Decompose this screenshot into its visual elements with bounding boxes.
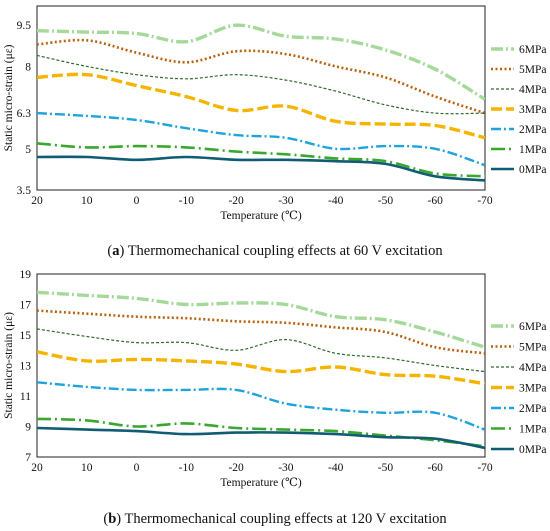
x-tick-label: -70 [477, 195, 493, 207]
caption-a: (a) Thermomechanical coupling effects at… [107, 243, 443, 259]
y-axis-label: Static micro-strain (με) [3, 312, 15, 419]
x-tick-label: -40 [328, 195, 344, 207]
x-tick-label: 20 [31, 195, 43, 207]
series-line-1MPa [37, 142, 485, 178]
caption-b: (b) Thermomechanical coupling effects at… [103, 511, 447, 527]
series-line-1MPa [37, 417, 485, 448]
series-lines [37, 23, 485, 182]
legend-label-1MPa: 1MPa [519, 144, 546, 156]
legend-label-4MPa: 4MPa [519, 84, 546, 96]
legend: 6MPa 5MPa 4MPa 3MPa 2MPa 1MPa 0MPa [491, 44, 546, 176]
x-tick-label: -10 [179, 462, 195, 474]
legend-label-1MPa: 1MPa [519, 424, 546, 436]
x-axis-label: Temperature (℃) [220, 477, 302, 489]
y-tick-label: 3.5 [17, 185, 32, 197]
legend-label-6MPa: 6MPa [519, 44, 546, 56]
legend-label-6MPa: 6MPa [519, 321, 546, 333]
legend-label-4MPa: 4MPa [519, 362, 546, 374]
y-tick-label: 17 [20, 300, 32, 312]
y-tick-label: 9.5 [17, 20, 32, 32]
legend-label-5MPa: 5MPa [519, 64, 546, 76]
series-line-3MPa [37, 350, 485, 386]
y-tick-label: 5 [25, 144, 31, 156]
legend-label-0MPa: 0MPa [519, 444, 546, 456]
x-tick-label: -60 [428, 195, 444, 207]
series-line-6MPa [37, 23, 485, 101]
series-line-2MPa [37, 381, 485, 431]
series-line-6MPa [37, 290, 485, 349]
legend-label-2MPa: 2MPa [519, 403, 546, 415]
series-line-3MPa [37, 72, 485, 140]
legend-label-5MPa: 5MPa [519, 342, 546, 354]
series-line-4MPa [37, 54, 485, 115]
x-tick-label: 10 [81, 195, 93, 207]
chart-panel-a: 3.5 5 6.3 8 9.5 20 10 0 -10 -20 -30 -40 -50 -60 -70 Tem… [3, 5, 546, 222]
series-line-4MPa [37, 328, 485, 373]
series-line-5MPa [37, 309, 485, 355]
legend-label-3MPa: 3MPa [519, 383, 546, 395]
y-tick-label: 8 [25, 61, 31, 73]
x-tick-label: -20 [228, 195, 244, 207]
x-tick-label: -60 [428, 462, 444, 474]
x-tick-label: -30 [278, 462, 294, 474]
legend-label-3MPa: 3MPa [519, 104, 546, 116]
x-tick-label: 0 [134, 462, 140, 474]
legend-label-0MPa: 0MPa [519, 164, 546, 176]
y-tick-label: 6.3 [17, 108, 32, 120]
x-tick-label: 0 [134, 195, 140, 207]
legend: 6MPa 5MPa 4MPa 3MPa 2MPa 1MPa 0MPa [491, 321, 546, 456]
x-tick-label: -20 [228, 462, 244, 474]
series-lines [37, 290, 485, 450]
plot-frame [36, 273, 486, 458]
y-tick-label: 11 [20, 391, 31, 403]
legend-label-2MPa: 2MPa [519, 124, 546, 136]
x-tick-label: -70 [477, 462, 493, 474]
x-tick-label: 10 [81, 462, 93, 474]
x-tick-label: 20 [31, 462, 43, 474]
x-axis-label: Temperature (℃) [220, 210, 302, 222]
series-line-0MPa [37, 426, 485, 450]
x-tick-label: -50 [378, 462, 394, 474]
x-tick-label: -30 [278, 195, 294, 207]
series-line-0MPa [37, 155, 485, 182]
x-tick-label: -10 [179, 195, 195, 207]
y-tick-label: 7 [25, 452, 31, 464]
y-tick-label: 15 [20, 330, 32, 342]
y-axis-label: Static micro-strain (με) [3, 44, 15, 151]
series-line-2MPa [37, 111, 485, 167]
x-tick-label: -40 [328, 462, 344, 474]
y-tick-label: 13 [20, 361, 32, 373]
chart-panel-b: 7 9 11 13 15 17 19 20 10 0 -10 -20 -30 -40 -50 -60 -70 Te… [3, 269, 546, 489]
x-tick-label: -50 [378, 195, 394, 207]
y-tick-label: 19 [20, 269, 32, 281]
y-tick-label: 9 [25, 422, 31, 434]
